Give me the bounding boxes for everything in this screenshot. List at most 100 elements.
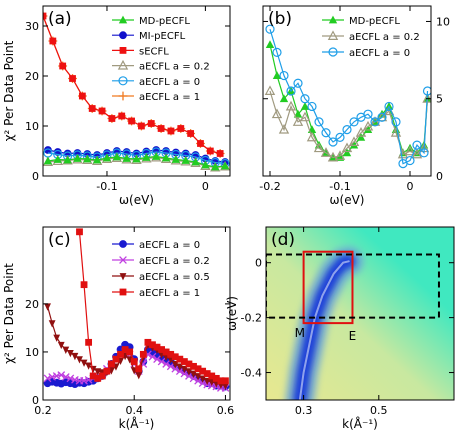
- data-point-md-pecfl: [63, 155, 72, 164]
- y-tick-label: 0: [32, 170, 39, 183]
- x-tick-label: -0.2: [259, 180, 280, 193]
- legend-entry: MD-pECFL: [139, 16, 190, 27]
- legend-entry: MI-pECFL: [139, 31, 186, 42]
- data-point-aecfl-a-0-2: [162, 360, 171, 368]
- series-line-aecfl-a-1: [78, 231, 226, 382]
- y-tick-label: 5: [436, 93, 443, 106]
- x-axis-label: k(Å⁻¹): [119, 416, 155, 431]
- data-point-secfl: [206, 147, 214, 155]
- data-point-aecfl-a-0-2: [48, 373, 56, 381]
- plot-area: [43, 11, 230, 172]
- y-tick-label: 20: [25, 70, 39, 83]
- data-point-aecfl-a-0-2: [175, 367, 184, 376]
- legend: aECFL a = 0 aECFL a = 0.2 aECFL a = 0.5 aEC…: [112, 240, 210, 299]
- data-point-aecfl-a-0: [349, 117, 359, 127]
- data-point-md-pecfl: [92, 155, 102, 164]
- panel-c: 0.2 0.4 0.6 0 10 20 k(Å⁻¹) χ² Per Data Point (c)…: [2, 226, 234, 431]
- panel-tag: (c): [48, 230, 71, 250]
- panel-tag: (b): [268, 9, 292, 29]
- legend-swatch-marker: [119, 273, 127, 281]
- legend-swatch-marker: [118, 76, 128, 86]
- panel-a: -0.1 0 0 10 20 30 ω(eV) χ² Per Data Point (a) MD-…: [2, 5, 231, 207]
- data-point-secfl: [138, 122, 145, 130]
- data-point-secfl: [78, 92, 86, 100]
- data-point-md-pecfl: [83, 154, 92, 163]
- band-ridge: [298, 260, 350, 400]
- data-point-aecfl-a-0-2: [194, 376, 202, 385]
- data-point-aecfl-a-1: [121, 346, 129, 353]
- data-point-aecfl-a-0: [272, 47, 282, 57]
- plot-frame: [262, 5, 432, 177]
- data-point-md-pecfl: [300, 102, 310, 110]
- panel-tag: (a): [48, 9, 72, 29]
- data-point-aecfl-a-0-2: [80, 376, 88, 385]
- data-point-md-pecfl: [201, 160, 210, 169]
- data-point-secfl: [177, 125, 185, 132]
- data-point-secfl: [69, 75, 76, 82]
- legend-entry: aECFL a = 0.2: [139, 62, 210, 73]
- dashed-fit-box: [266, 253, 440, 319]
- data-point-aecfl-a-0-2: [189, 374, 198, 383]
- data-point-secfl: [88, 105, 96, 112]
- data-point-aecfl-a-1: [203, 370, 211, 377]
- data-point-aecfl-a-0-2: [362, 120, 374, 131]
- data-point-aecfl-a-0-2: [355, 127, 367, 137]
- plot-frame: [265, 226, 455, 401]
- data-point-aecfl-a-0: [342, 125, 352, 135]
- data-point-aecfl-a-0-2: [271, 108, 283, 119]
- x-tick-label: -0.1: [96, 180, 117, 193]
- annotation-m: M: [295, 326, 305, 340]
- data-point-secfl: [108, 115, 116, 122]
- data-point-aecfl-a-1: [139, 350, 147, 358]
- x-tick-label: 0.3: [295, 404, 313, 417]
- y-tick-label: -0.2: [241, 312, 262, 325]
- data-point-md-pecfl: [349, 140, 359, 149]
- data-point-aecfl-a-1: [80, 281, 88, 289]
- legend-entry: sECFL: [139, 46, 169, 57]
- red-fit-box: [302, 250, 354, 325]
- data-point-aecfl-a-1: [176, 355, 184, 363]
- data-point-aecfl-a-0: [279, 70, 289, 81]
- data-point-aecfl-a-1: [222, 377, 229, 385]
- plot-area: [264, 24, 431, 169]
- y-tick-label: 10: [25, 120, 39, 133]
- x-axis-label: k(Å⁻¹): [342, 416, 378, 431]
- data-point-aecfl-a-0: [412, 140, 422, 150]
- series-line-aecfl-a-0: [269, 29, 429, 165]
- legend-entry: aECFL a = 0: [139, 240, 200, 251]
- data-point-aecfl-a-0-5: [190, 370, 197, 378]
- data-point-secfl: [147, 120, 155, 127]
- data-point-aecfl-a-1: [135, 365, 143, 373]
- data-point-md-pecfl: [356, 132, 366, 141]
- data-point-aecfl-a-1: [167, 350, 175, 358]
- legend-swatch-marker: [328, 15, 338, 24]
- y-axis-label: χ² Per Data Point: [2, 40, 16, 141]
- data-point-aecfl-a-0-2: [348, 136, 360, 146]
- data-point-aecfl-a-0-2: [278, 123, 290, 134]
- data-point-aecfl-a-0: [293, 78, 303, 88]
- data-point-aecfl-a-0-5: [171, 361, 179, 369]
- data-point-aecfl-a-0-2: [185, 372, 193, 380]
- data-point-aecfl-a-0: [307, 101, 317, 112]
- data-point-aecfl-a-0-2: [404, 145, 416, 156]
- data-point-aecfl-a-0: [300, 94, 310, 104]
- data-point-aecfl-a-1: [180, 358, 188, 365]
- legend-entry: aECFL a = 0.2: [139, 256, 210, 267]
- data-point-aecfl-a-1: [190, 362, 197, 370]
- data-point-aecfl-a-1: [217, 377, 225, 385]
- y-tick-label: -0.4: [241, 367, 262, 380]
- y-tick-label: 30: [25, 20, 39, 33]
- data-point-aecfl-a-0-5: [57, 341, 65, 350]
- y-tick-label: 0: [436, 170, 443, 183]
- plot-area: [43, 228, 230, 392]
- legend-swatch-marker: [119, 31, 127, 40]
- data-point-aecfl-a-0-2: [264, 85, 276, 96]
- data-point-secfl: [118, 112, 126, 120]
- data-point-aecfl-a-0: [328, 137, 338, 147]
- data-point-secfl: [167, 127, 175, 135]
- data-point-aecfl-a-0-2: [57, 371, 66, 379]
- y-tick-label: 10: [436, 15, 450, 28]
- data-point-aecfl-a-0-2: [171, 364, 180, 373]
- data-point-aecfl-a-1: [126, 348, 134, 356]
- y-tick-label: 0: [32, 394, 39, 407]
